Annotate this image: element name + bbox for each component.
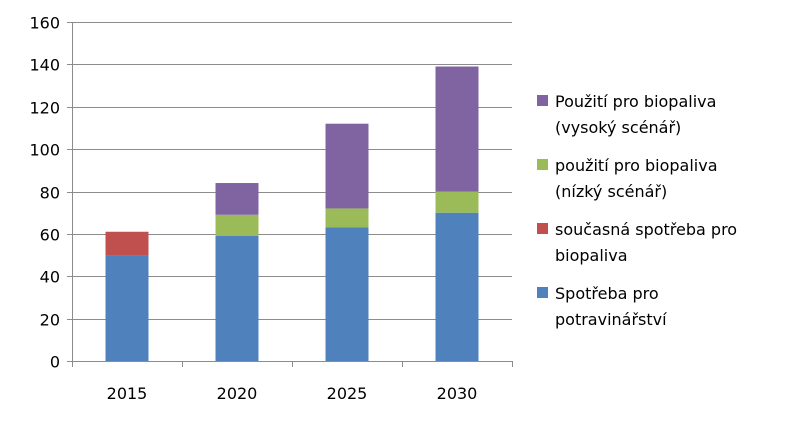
y-tick-label: 0	[50, 353, 60, 372]
legend-label: Spotřeba pro	[555, 284, 659, 303]
bar-segment-series-0-2025	[325, 227, 369, 361]
bar-segment-series-3-2030	[435, 66, 479, 192]
bar-segment-series-3-2025	[325, 123, 369, 209]
legend-label: (nízký scénář)	[555, 182, 667, 201]
legend-swatch	[537, 223, 548, 234]
y-tick-label: 60	[40, 226, 60, 245]
y-tick-label: 160	[29, 14, 60, 33]
legend-swatch	[537, 287, 548, 298]
y-tick-label: 100	[29, 141, 60, 160]
legend-swatch	[537, 95, 548, 106]
x-tick-label: 2015	[107, 384, 148, 403]
legend-swatch	[537, 159, 548, 170]
y-tick-label: 40	[40, 268, 60, 287]
legend-label: současná spotřeba pro	[555, 220, 737, 239]
bar-segment-series-0-2030	[435, 212, 479, 361]
x-tick-label: 2025	[327, 384, 368, 403]
bar-segment-series-0-2020	[215, 235, 259, 361]
bar-segment-series-1-2015	[105, 231, 149, 256]
legend-label: biopaliva	[555, 246, 628, 265]
legend: Použití pro biopaliva (vysoký scénář) použ…	[537, 92, 737, 329]
bar-segment-series-3-2020	[215, 183, 259, 215]
legend-label: (vysoký scénář)	[555, 118, 681, 137]
legend-label: Použití pro biopaliva	[555, 92, 716, 111]
bar-segment-series-0-2015	[105, 255, 149, 361]
bar-segment-series-2-2025	[325, 208, 369, 228]
y-tick-label: 20	[40, 311, 60, 330]
bar-segment-series-2-2030	[435, 191, 479, 213]
y-tick-label: 120	[29, 99, 60, 118]
bar-segment-series-2-2020	[215, 214, 259, 236]
y-tick-label: 140	[29, 56, 60, 75]
x-tick-label: 2030	[437, 384, 478, 403]
x-tick-label: 2020	[217, 384, 258, 403]
legend-label: použití pro biopaliva	[555, 156, 718, 175]
y-tick-label: 80	[40, 184, 60, 203]
bars	[105, 66, 479, 361]
legend-label: potravinářství	[555, 310, 667, 329]
axes: 0 20 40 60 80 100 120 140 160 2015 2020 2025 2030	[29, 14, 513, 403]
